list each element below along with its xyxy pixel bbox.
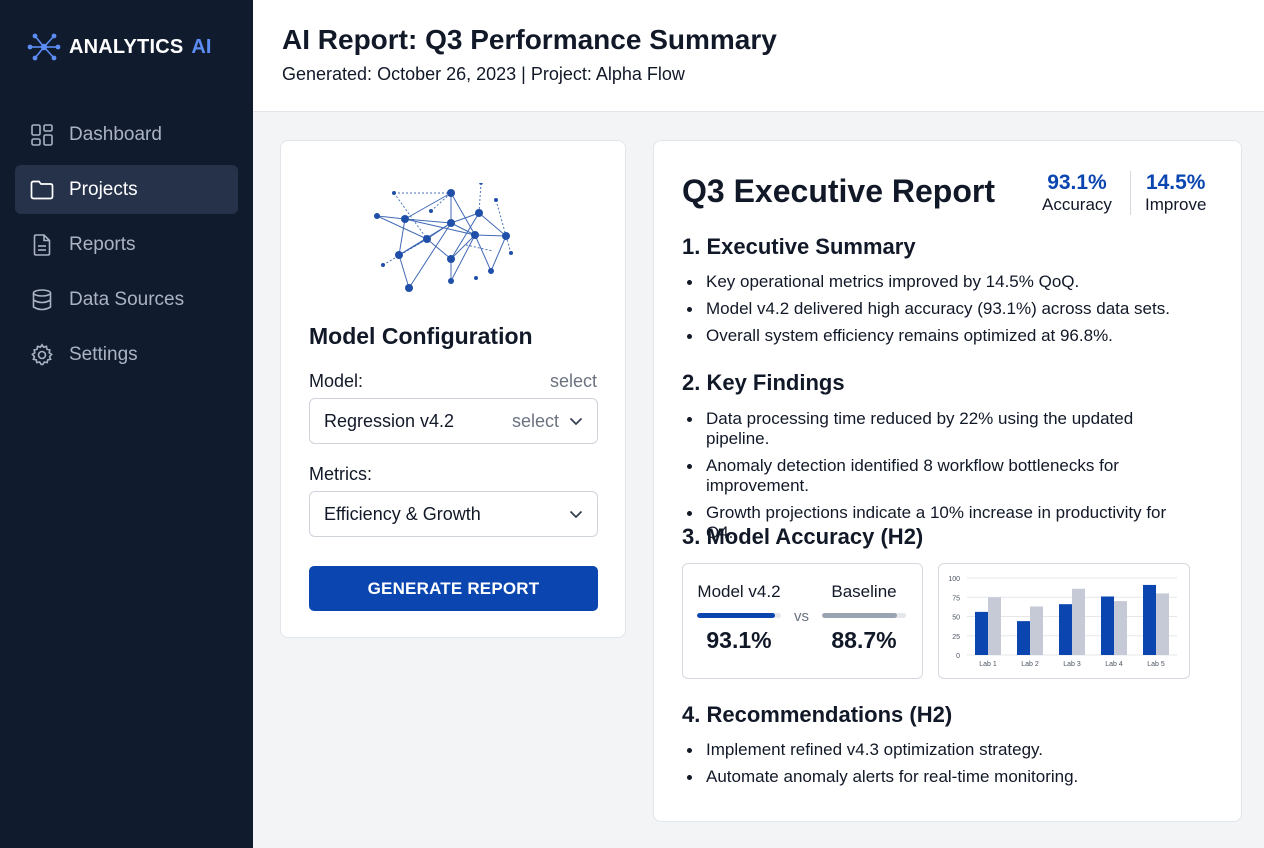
sidebar-nav: Dashboard Projects Reports xyxy=(15,110,238,385)
kpi-value: 14.5% xyxy=(1145,171,1206,194)
model-accuracy-heading: 3. Model Accuracy (H2) xyxy=(682,524,924,549)
list-item: Automate anomaly alerts for real-time mo… xyxy=(682,767,1222,787)
kpi-value: 93.1% xyxy=(1047,171,1107,194)
model-accuracy-bar xyxy=(697,613,781,618)
list-item: Key operational metrics improved by 14.5… xyxy=(682,272,1222,292)
document-icon xyxy=(30,233,54,257)
sidebar-item-label: Dashboard xyxy=(69,123,162,145)
chart-bar xyxy=(1114,601,1127,655)
model-select-value: Regression v4.2 xyxy=(324,410,455,431)
chart-bar xyxy=(1072,588,1085,655)
gear-icon xyxy=(30,342,54,367)
generate-report-button[interactable]: GENERATE REPORT xyxy=(309,566,598,611)
chart-bar xyxy=(1101,596,1114,655)
model-select-hint: select xyxy=(511,410,559,431)
config-title: Model Configuration xyxy=(309,323,533,349)
chart-y-tick-label: 25 xyxy=(952,634,960,641)
kpi-accuracy: 93.1% Accuracy xyxy=(1042,171,1112,215)
neural-network-illustration xyxy=(374,183,513,292)
kpi-label: Improve xyxy=(1145,195,1207,214)
kpi-divider xyxy=(1130,171,1131,215)
list-item: Data processing time reduced by 22% usin… xyxy=(682,409,1182,449)
model-hint: select xyxy=(549,371,597,391)
sidebar-item-projects[interactable]: Projects xyxy=(15,165,238,214)
list-item: Model v4.2 delivered high accuracy (93.1… xyxy=(682,299,1222,319)
chart-y-tick-label: 100 xyxy=(948,576,960,583)
baseline-accuracy-value: 88.7% xyxy=(831,627,897,653)
logo-text: ANALYTICS xyxy=(69,35,184,58)
metrics-label: Metrics: xyxy=(309,464,372,484)
model-accuracy-fill xyxy=(697,613,776,618)
dashboard-grid-icon xyxy=(30,123,54,147)
model-name: Model v4.2 xyxy=(697,582,781,601)
metrics-select[interactable]: Efficiency & Growth xyxy=(309,491,598,537)
sidebar-item-dashboard[interactable]: Dashboard xyxy=(15,110,238,159)
folder-icon xyxy=(30,178,54,202)
chevron-down-icon xyxy=(569,417,583,425)
kpi-label: Accuracy xyxy=(1042,195,1112,214)
chart-x-tick-label: Lab 5 xyxy=(1147,661,1165,668)
vs-label: vs xyxy=(794,608,809,625)
recommendations-list: Implement refined v4.3 optimization stra… xyxy=(682,740,1222,794)
model-label: Model: xyxy=(309,371,364,391)
sidebar-item-label: Projects xyxy=(69,178,138,200)
chart-bar xyxy=(1156,593,1169,655)
baseline-accuracy-bar xyxy=(822,613,906,618)
key-findings-list: Data processing time reduced by 22% usin… xyxy=(682,409,1182,550)
chart-bar xyxy=(1030,606,1043,655)
report-title: Q3 Executive Report xyxy=(682,173,995,209)
key-findings-heading: 2. Key Findings xyxy=(682,370,845,395)
baseline-name: Baseline xyxy=(831,582,897,601)
list-item: Implement refined v4.3 optimization stra… xyxy=(682,740,1222,760)
executive-summary-heading: 1. Executive Summary xyxy=(682,234,916,259)
chart-y-tick-label: 75 xyxy=(952,595,960,602)
kpi-improve: 14.5% Improve xyxy=(1145,171,1206,215)
chart-bar xyxy=(1143,584,1156,655)
list-item: Anomaly detection identified 8 workflow … xyxy=(682,456,1182,496)
baseline-accuracy-fill xyxy=(822,613,897,618)
sidebar-item-settings[interactable]: Settings xyxy=(15,330,238,379)
chart-x-tick-label: Lab 3 xyxy=(1063,661,1081,668)
model-select[interactable]: Regression v4.2 select xyxy=(309,398,598,444)
sidebar-item-label: Data Sources xyxy=(69,288,185,310)
model-configuration-card: Model Configuration Model: select Regres… xyxy=(280,140,626,638)
chart-y-tick-label: 50 xyxy=(952,615,960,622)
bar-chart: 0 25 50 75 100 Lab 1 Lab 2 Lab 3 Lab 4 Lab 5 xyxy=(948,576,1177,668)
executive-report-card: Q3 Executive Report 93.1% Accuracy 14.5%… xyxy=(653,140,1242,822)
model-accuracy-value: 93.1% xyxy=(706,627,772,653)
list-item: Overall system efficiency remains optimi… xyxy=(682,326,1222,346)
list-item: Growth projections indicate a 10% increa… xyxy=(682,503,1182,543)
sidebar-item-label: Reports xyxy=(69,233,136,255)
chart-x-tick-label: Lab 1 xyxy=(979,661,997,668)
sidebar: ANALYTICS AI Dashboard Projects xyxy=(0,0,253,848)
page-title: AI Report: Q3 Performance Summary xyxy=(282,24,777,55)
chart-x-tick-label: Lab 2 xyxy=(1021,661,1039,668)
chart-bar xyxy=(975,611,988,655)
chart-bar xyxy=(988,597,1001,655)
chart-bar xyxy=(1059,604,1072,655)
chart-x-tick-label: Lab 4 xyxy=(1105,661,1123,668)
metrics-select-value: Efficiency & Growth xyxy=(324,503,481,524)
sidebar-item-label: Settings xyxy=(69,343,138,365)
recommendations-heading: 4. Recommendations (H2) xyxy=(682,702,953,727)
database-icon xyxy=(30,288,54,312)
network-logo-icon xyxy=(27,33,61,61)
lab-bar-chart-panel: 0 25 50 75 100 Lab 1 Lab 2 Lab 3 Lab 4 Lab 5 xyxy=(938,563,1190,679)
page-subtitle: Generated: October 26, 2023 | Project: A… xyxy=(282,64,685,84)
logo-accent: AI xyxy=(191,35,212,58)
model-accuracy: Model v4.2 93.1% xyxy=(694,582,784,654)
chevron-down-icon xyxy=(569,510,583,518)
app-logo[interactable]: ANALYTICS AI xyxy=(27,31,211,63)
chart-bar xyxy=(1017,621,1030,655)
executive-summary-list: Key operational metrics improved by 14.5… xyxy=(682,272,1222,353)
page-header: AI Report: Q3 Performance Summary Genera… xyxy=(253,0,1264,112)
sidebar-item-data-sources[interactable]: Data Sources xyxy=(15,275,238,324)
baseline-accuracy: Baseline 88.7% xyxy=(819,582,909,654)
accuracy-comparison: Model v4.2 93.1% vs Baseline 88.7% xyxy=(682,563,923,679)
chart-y-tick-label: 0 xyxy=(956,653,960,660)
sidebar-item-reports[interactable]: Reports xyxy=(15,220,238,269)
